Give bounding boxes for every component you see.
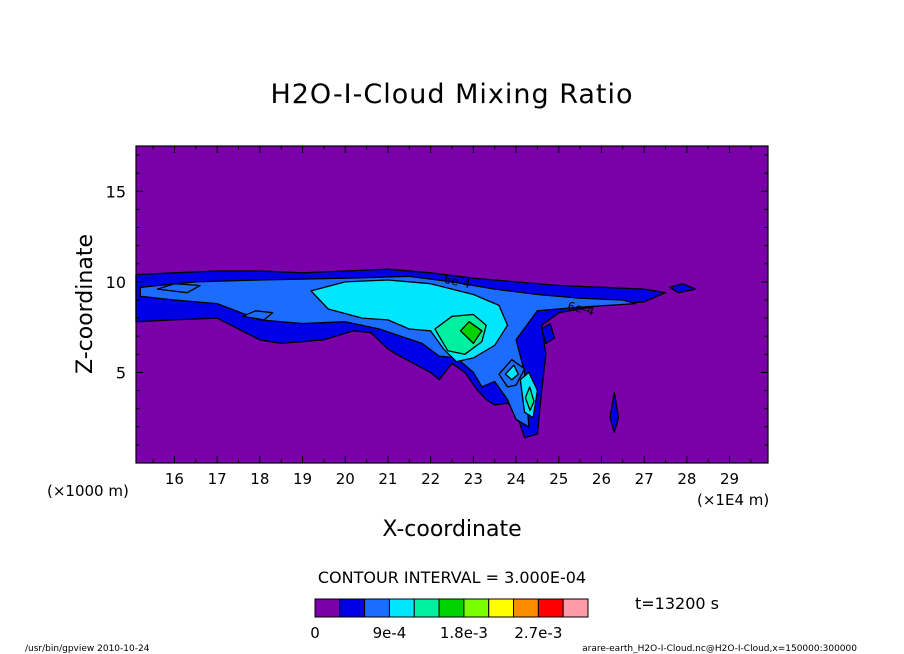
contour-fields xyxy=(135,268,697,439)
x-tick-label: 18 xyxy=(250,470,269,488)
colorbar-swatch xyxy=(413,598,440,618)
contour-region-level-4 xyxy=(524,386,535,412)
x-tick-label: 21 xyxy=(378,470,397,488)
chart-title: H2O-I-Cloud Mixing Ratio xyxy=(270,79,633,110)
colorbar-swatch xyxy=(488,598,515,618)
x-unit-left: (×1000 m) xyxy=(47,482,129,500)
contour-region-level-1 xyxy=(541,322,556,345)
colorbar-label: 0 xyxy=(310,624,320,642)
x-tick-label: 26 xyxy=(592,470,611,488)
time-label: t=13200 s xyxy=(635,594,719,613)
contour-annotations: 6e-4 6e-4 xyxy=(442,272,595,318)
colorbar-swatch xyxy=(339,598,366,618)
colorbar-swatch xyxy=(364,598,390,618)
contour-region-level-1 xyxy=(609,391,620,433)
y-tick-label: 10 xyxy=(106,273,126,292)
colorbar-label: 1.8e-3 xyxy=(440,624,488,642)
contour-label: 6e-4 xyxy=(566,299,595,318)
colorbar-swatch xyxy=(513,598,539,618)
x-tick-label: 28 xyxy=(677,470,696,488)
y-axis-label: Z-coordinate xyxy=(73,234,98,374)
x-tick-label: 27 xyxy=(635,470,654,488)
x-tick-label: 24 xyxy=(507,470,526,488)
x-unit-right: (×1E4 m) xyxy=(697,491,769,509)
x-tick-label: 19 xyxy=(293,470,312,488)
x-tick-label: 16 xyxy=(165,470,184,488)
colorbar-swatch xyxy=(537,598,564,618)
y-tick-label: 5 xyxy=(116,363,126,382)
colorbar-swatch xyxy=(388,598,415,618)
colorbar-swatch xyxy=(463,598,490,618)
y-axis-ticks: 5 10 15 xyxy=(106,154,768,446)
colorbar-swatch xyxy=(562,598,589,618)
contour-region-level-5 xyxy=(459,321,483,345)
colorbar-swatch xyxy=(314,598,341,618)
y-tick-label: 15 xyxy=(106,182,126,201)
contour-interval-text: CONTOUR INTERVAL = 3.000E-04 xyxy=(318,568,586,587)
x-tick-label: 23 xyxy=(464,470,483,488)
footer-left: /usr/bin/gpview 2010-10-24 xyxy=(25,644,150,654)
colorbar-labels: 0 9e-4 1.8e-3 2.7e-3 xyxy=(310,624,562,642)
contour-region-level-2 xyxy=(242,310,274,321)
colorbar-label: 2.7e-3 xyxy=(514,624,562,642)
x-tick-label: 20 xyxy=(336,470,355,488)
contour-label: 6e-4 xyxy=(442,272,471,291)
contour-region-level-2 xyxy=(156,283,201,294)
x-tick-label: 17 xyxy=(208,470,227,488)
x-axis-label: X-coordinate xyxy=(382,517,521,542)
colorbar-label: 9e-4 xyxy=(373,624,407,642)
x-tick-label: 29 xyxy=(720,470,739,488)
x-axis-ticks: 16 17 18 19 20 21 22 23 24 25 26 27 28 29 xyxy=(152,146,752,488)
x-tick-label: 22 xyxy=(421,470,440,488)
contour-region-level-3 xyxy=(504,364,519,381)
x-tick-label: 25 xyxy=(549,470,568,488)
footer-right: arare-earth_H2O-I-Cloud.nc@H2O-I-Cloud,x… xyxy=(582,644,857,654)
colorbar-swatch xyxy=(438,598,465,618)
contour-region-level-1 xyxy=(669,283,697,294)
colorbar xyxy=(314,598,589,618)
